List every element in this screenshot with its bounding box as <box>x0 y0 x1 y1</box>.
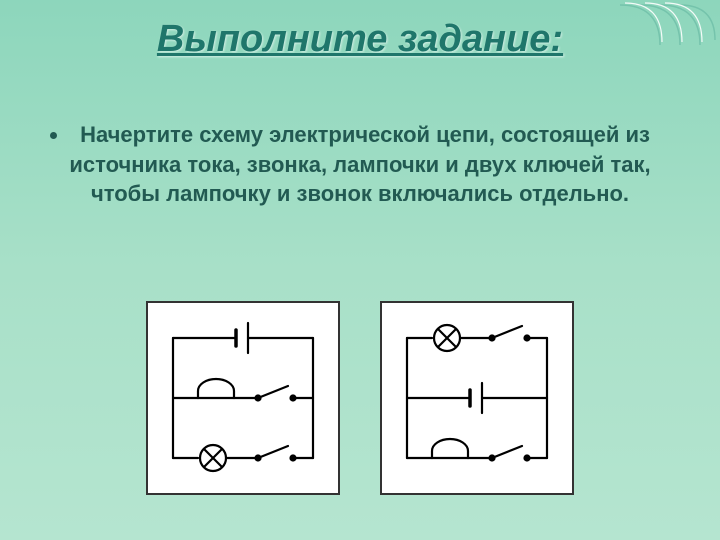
circuit-diagram-2 <box>380 301 574 495</box>
task-text-container: Начертите схему электрической цепи, сост… <box>40 120 680 209</box>
circuit-diagram-1 <box>146 301 340 495</box>
diagrams-row <box>0 301 720 495</box>
slide-title: Выполните задание: <box>0 18 720 61</box>
slide: Выполните задание: Начертите схему элект… <box>0 0 720 540</box>
task-text: Начертите схему электрической цепи, сост… <box>40 120 680 209</box>
